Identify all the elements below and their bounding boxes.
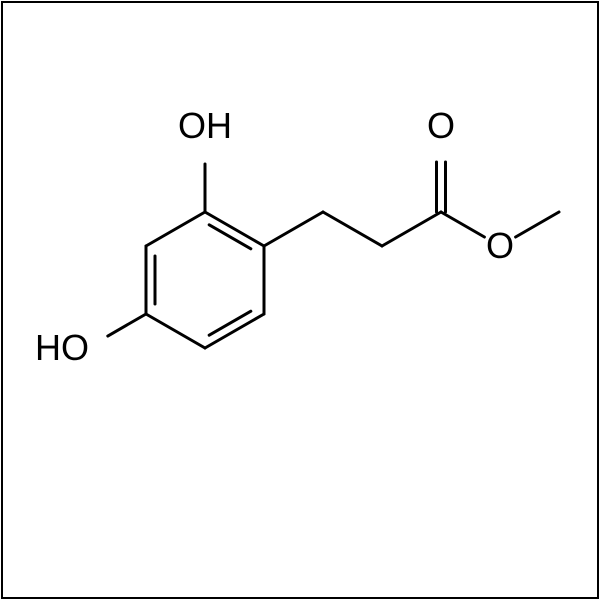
atom-label-HO_left: HO xyxy=(35,327,89,368)
atom-label-O_dbl: O xyxy=(427,105,455,146)
canvas-bg xyxy=(0,0,600,600)
molecule-diagram: OH HO O O xyxy=(0,0,600,600)
atom-label-O_ester: O xyxy=(486,225,514,266)
atom-label-OH_top: OH xyxy=(178,105,232,146)
